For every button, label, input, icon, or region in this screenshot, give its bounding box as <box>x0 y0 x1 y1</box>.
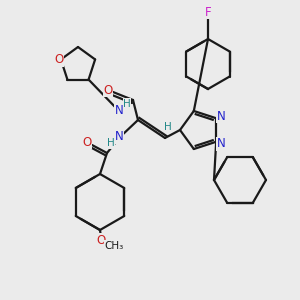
Text: H: H <box>164 122 172 132</box>
Text: O: O <box>54 53 64 66</box>
Text: N: N <box>217 110 226 123</box>
Text: N: N <box>115 130 123 143</box>
Text: H: H <box>123 99 131 109</box>
Text: N: N <box>217 137 226 150</box>
Text: O: O <box>103 83 112 97</box>
Text: CH₃: CH₃ <box>104 241 124 251</box>
Text: O: O <box>82 136 91 148</box>
Text: H: H <box>107 138 115 148</box>
Text: O: O <box>96 233 106 247</box>
Text: N: N <box>115 103 123 116</box>
Text: F: F <box>205 5 211 19</box>
